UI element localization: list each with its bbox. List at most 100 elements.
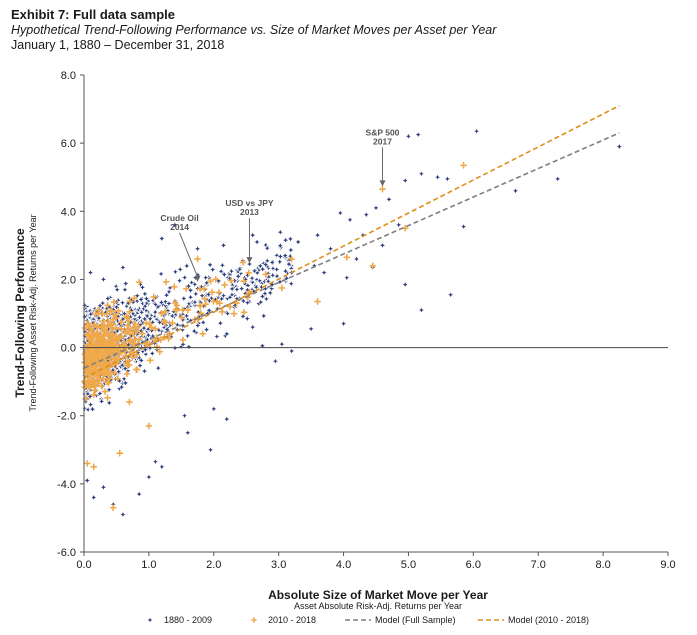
x-tick-label: 2.0 xyxy=(206,559,221,571)
point-2010-2018 xyxy=(126,308,134,316)
point-2010-2018 xyxy=(88,331,96,339)
x-tick-label: 8.0 xyxy=(595,559,610,571)
point-2010-2018 xyxy=(111,369,118,376)
point-2010-2018 xyxy=(84,330,92,338)
point-1880-2009 xyxy=(168,311,177,320)
point-1880-2009 xyxy=(171,267,180,276)
y-axis-subtitle: Trend-Following Asset Risk-Adj. Returns … xyxy=(28,214,38,411)
point-2010-2018 xyxy=(99,318,107,325)
exhibit-title: Exhibit 7: Full data sample xyxy=(11,7,175,22)
point-1880-2009 xyxy=(208,265,217,274)
point-1880-2009 xyxy=(139,324,148,333)
point-2010-2018 xyxy=(112,324,120,332)
point-2010-2018 xyxy=(343,253,351,261)
point-1880-2009 xyxy=(259,311,268,320)
annotation-arrow-head xyxy=(246,257,253,264)
point-1880-2009 xyxy=(205,296,214,305)
point-1880-2009 xyxy=(144,472,153,482)
point-2010-2018 xyxy=(172,305,180,313)
point-2010-2018 xyxy=(95,349,103,357)
point-1880-2009 xyxy=(183,428,192,437)
point-2010-2018 xyxy=(117,332,125,340)
point-1880-2009 xyxy=(248,274,257,283)
y-axis-title: Trend-Following Performance xyxy=(13,228,27,398)
point-2010-2018 xyxy=(221,281,228,289)
point-2010-2018 xyxy=(146,320,153,328)
point-1880-2009 xyxy=(219,241,228,250)
point-1880-2009 xyxy=(141,350,150,359)
point-1880-2009 xyxy=(286,234,295,243)
point-1880-2009 xyxy=(157,234,166,243)
point-1880-2009 xyxy=(199,318,208,327)
point-1880-2009 xyxy=(216,319,225,328)
point-1880-2009 xyxy=(118,510,127,519)
x-tick-label: 0.0 xyxy=(76,559,91,571)
point-2010-2018 xyxy=(109,336,117,344)
point-1880-2009 xyxy=(252,237,262,247)
point-2010-2018 xyxy=(230,310,238,318)
point-1880-2009 xyxy=(182,311,191,320)
axes-layer xyxy=(80,74,669,556)
point-1880-2009 xyxy=(339,319,348,328)
point-1880-2009 xyxy=(284,260,293,269)
point-1880-2009 xyxy=(99,275,108,284)
point-1880-2009 xyxy=(117,383,126,392)
point-2010-2018 xyxy=(170,283,178,291)
point-2010-2018 xyxy=(95,376,103,384)
data-points-layer xyxy=(80,127,624,519)
chart-subtitle: Hypothetical Trend-Following Performance… xyxy=(11,23,497,37)
point-2010-2018 xyxy=(128,338,136,346)
point-1880-2009 xyxy=(144,325,153,334)
point-1880-2009 xyxy=(261,260,270,269)
point-1880-2009 xyxy=(352,254,361,264)
point-1880-2009 xyxy=(272,251,281,260)
y-tick-label: -6.0 xyxy=(57,547,76,559)
point-2010-2018 xyxy=(178,314,186,321)
point-2010-2018 xyxy=(146,356,154,364)
x-tick-label: 5.0 xyxy=(401,559,416,571)
point-2010-2018 xyxy=(262,270,270,278)
point-1880-2009 xyxy=(345,215,355,224)
point-1880-2009 xyxy=(141,345,150,354)
point-2010-2018 xyxy=(117,318,125,326)
point-1880-2009 xyxy=(147,326,156,335)
chart-header: Exhibit 7: Full data sample Hypothetical… xyxy=(11,6,691,53)
point-1880-2009 xyxy=(97,397,106,406)
point-2010-2018 xyxy=(92,337,100,345)
point-2010-2018 xyxy=(169,319,176,327)
point-1880-2009 xyxy=(294,238,303,246)
point-2010-2018 xyxy=(129,324,137,332)
point-1880-2009 xyxy=(135,490,144,499)
point-2010-2018 xyxy=(240,308,248,316)
annotation-year: 2013 xyxy=(240,207,259,217)
point-1880-2009 xyxy=(151,300,160,309)
legend-marker-1880-2009 xyxy=(145,615,155,625)
point-2010-2018 xyxy=(106,358,114,366)
point-1880-2009 xyxy=(313,231,322,240)
point-1880-2009 xyxy=(218,261,227,270)
point-2010-2018 xyxy=(212,275,220,283)
point-1880-2009 xyxy=(80,312,89,321)
point-1880-2009 xyxy=(281,236,290,245)
point-1880-2009 xyxy=(86,392,95,401)
legend-label: Model (2010 - 2018) xyxy=(508,615,589,625)
point-1880-2009 xyxy=(99,483,108,492)
point-1880-2009 xyxy=(193,244,202,253)
point-1880-2009 xyxy=(105,398,114,407)
point-1880-2009 xyxy=(553,174,562,183)
point-2010-2018 xyxy=(110,298,118,306)
point-1880-2009 xyxy=(175,276,184,285)
point-1880-2009 xyxy=(262,294,271,303)
point-2010-2018 xyxy=(115,307,122,315)
point-1880-2009 xyxy=(228,284,237,293)
point-2010-2018 xyxy=(227,277,235,284)
point-1880-2009 xyxy=(256,261,265,270)
point-1880-2009 xyxy=(414,130,423,139)
point-1880-2009 xyxy=(157,462,166,471)
point-1880-2009 xyxy=(86,268,95,277)
point-1880-2009 xyxy=(271,357,280,366)
point-2010-2018 xyxy=(126,398,133,406)
point-2010-2018 xyxy=(133,366,141,373)
point-2010-2018 xyxy=(150,293,158,301)
